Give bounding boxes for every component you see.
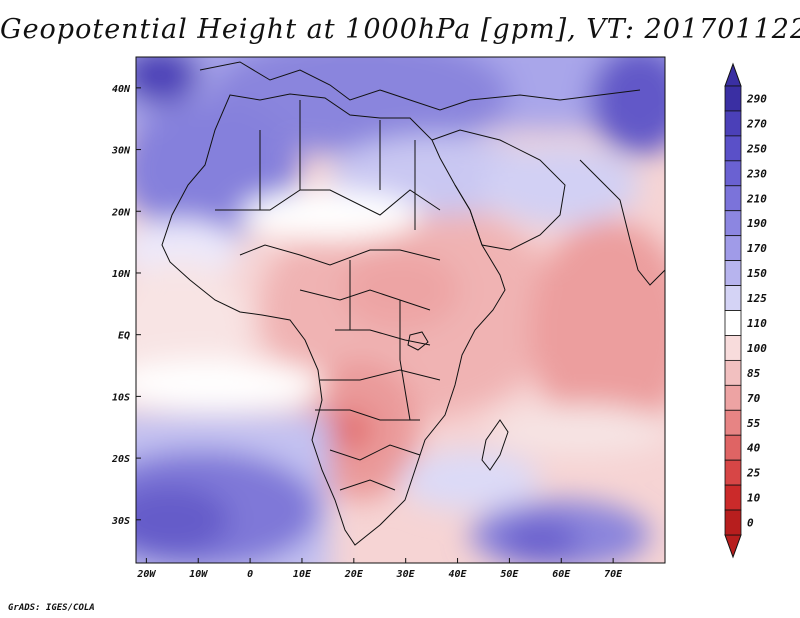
colorbar-swatch — [724, 85, 742, 112]
mediterranean-north — [199, 61, 641, 111]
y-tick-label: 20S — [111, 454, 130, 465]
x-tick-label: 30E — [396, 569, 416, 580]
colorbar-swatch — [724, 359, 742, 386]
colorbar-top-arrow — [724, 62, 742, 87]
colorbar-label: 250 — [746, 142, 767, 155]
y-tick-label: 40N — [112, 84, 131, 95]
x-tick-label: 20E — [344, 569, 364, 580]
x-tick-label: 10E — [293, 569, 312, 580]
colorbar-swatch — [724, 459, 742, 486]
colorbar-swatch — [724, 509, 742, 536]
colorbar-label: 40 — [747, 442, 761, 455]
colorbar-label: 190 — [747, 217, 767, 230]
arabia-coastline — [431, 129, 566, 251]
credit-text: GrADS: IGES/COLA — [8, 603, 95, 613]
colorbar-label: 290 — [746, 92, 767, 105]
lake-victoria — [407, 331, 429, 351]
x-tick-label: 20W — [136, 569, 156, 580]
x-tick-label: 0 — [247, 569, 253, 580]
x-tick-label: 60E — [552, 569, 571, 580]
y-tick-label: 30N — [111, 146, 131, 157]
y-tick-label: 10N — [112, 269, 131, 280]
colorbar-label: 100 — [747, 342, 767, 355]
colorbar-swatch — [724, 384, 742, 411]
colorbar-swatch — [724, 434, 742, 461]
map-title: Geopotential Height at 1000hPa [gpm], VT… — [0, 14, 800, 45]
colorbar-label: 150 — [747, 267, 767, 280]
colorbar-label: 55 — [747, 417, 761, 430]
x-tick-label: 70E — [604, 569, 623, 580]
india-coastline — [579, 159, 665, 286]
colorbar-swatch — [724, 110, 742, 137]
colorbar-swatch — [724, 160, 742, 187]
colorbar-swatch — [724, 185, 742, 212]
x-axis: 20W 10W 0 10E 20E 30E 40E 50E 60E 70E — [136, 558, 623, 580]
plot-frame — [135, 56, 666, 564]
colorbar-label: 70 — [747, 392, 761, 405]
colorbar-label: 0 — [747, 517, 754, 530]
colorbar-label: 85 — [747, 367, 761, 380]
colorbar-swatch — [724, 260, 742, 286]
colorbar-swatch — [724, 285, 742, 311]
colorbar: 2902702502302101901701501251101008570554… — [724, 62, 767, 559]
y-tick-label: 20N — [111, 207, 131, 218]
colorbar-swatch — [724, 409, 742, 436]
colorbar-swatch — [724, 135, 742, 162]
colorbar-label: 270 — [746, 117, 767, 130]
colorbar-label: 10 — [747, 492, 761, 505]
y-tick-label: 30S — [111, 516, 130, 527]
y-tick-label: EQ — [118, 331, 130, 342]
y-tick-label: 10S — [112, 392, 130, 403]
colorbar-swatch — [724, 210, 742, 237]
x-tick-label: 10W — [189, 569, 208, 580]
colorbar-swatch — [724, 310, 742, 336]
colorbar-label: 230 — [746, 167, 767, 180]
colorbar-bottom-arrow — [724, 534, 742, 559]
x-tick-label: 50E — [500, 569, 519, 580]
colorbar-label: 210 — [746, 192, 767, 205]
internal-borders — [215, 100, 441, 491]
colorbar-label: 170 — [747, 242, 767, 255]
madagascar — [481, 419, 509, 471]
colorbar-label: 110 — [747, 317, 767, 330]
colorbar-swatch — [724, 235, 742, 262]
height-field — [136, 57, 665, 563]
x-tick-label: 40E — [449, 569, 468, 580]
colorbar-label: 25 — [746, 467, 761, 480]
colorbar-swatch — [724, 335, 742, 361]
colorbar-label: 125 — [747, 292, 767, 305]
y-axis: 40N 30N 20N 10N EQ 10S 20S 30S — [111, 84, 141, 527]
map-outlines — [161, 61, 665, 546]
colorbar-swatch — [724, 484, 742, 511]
